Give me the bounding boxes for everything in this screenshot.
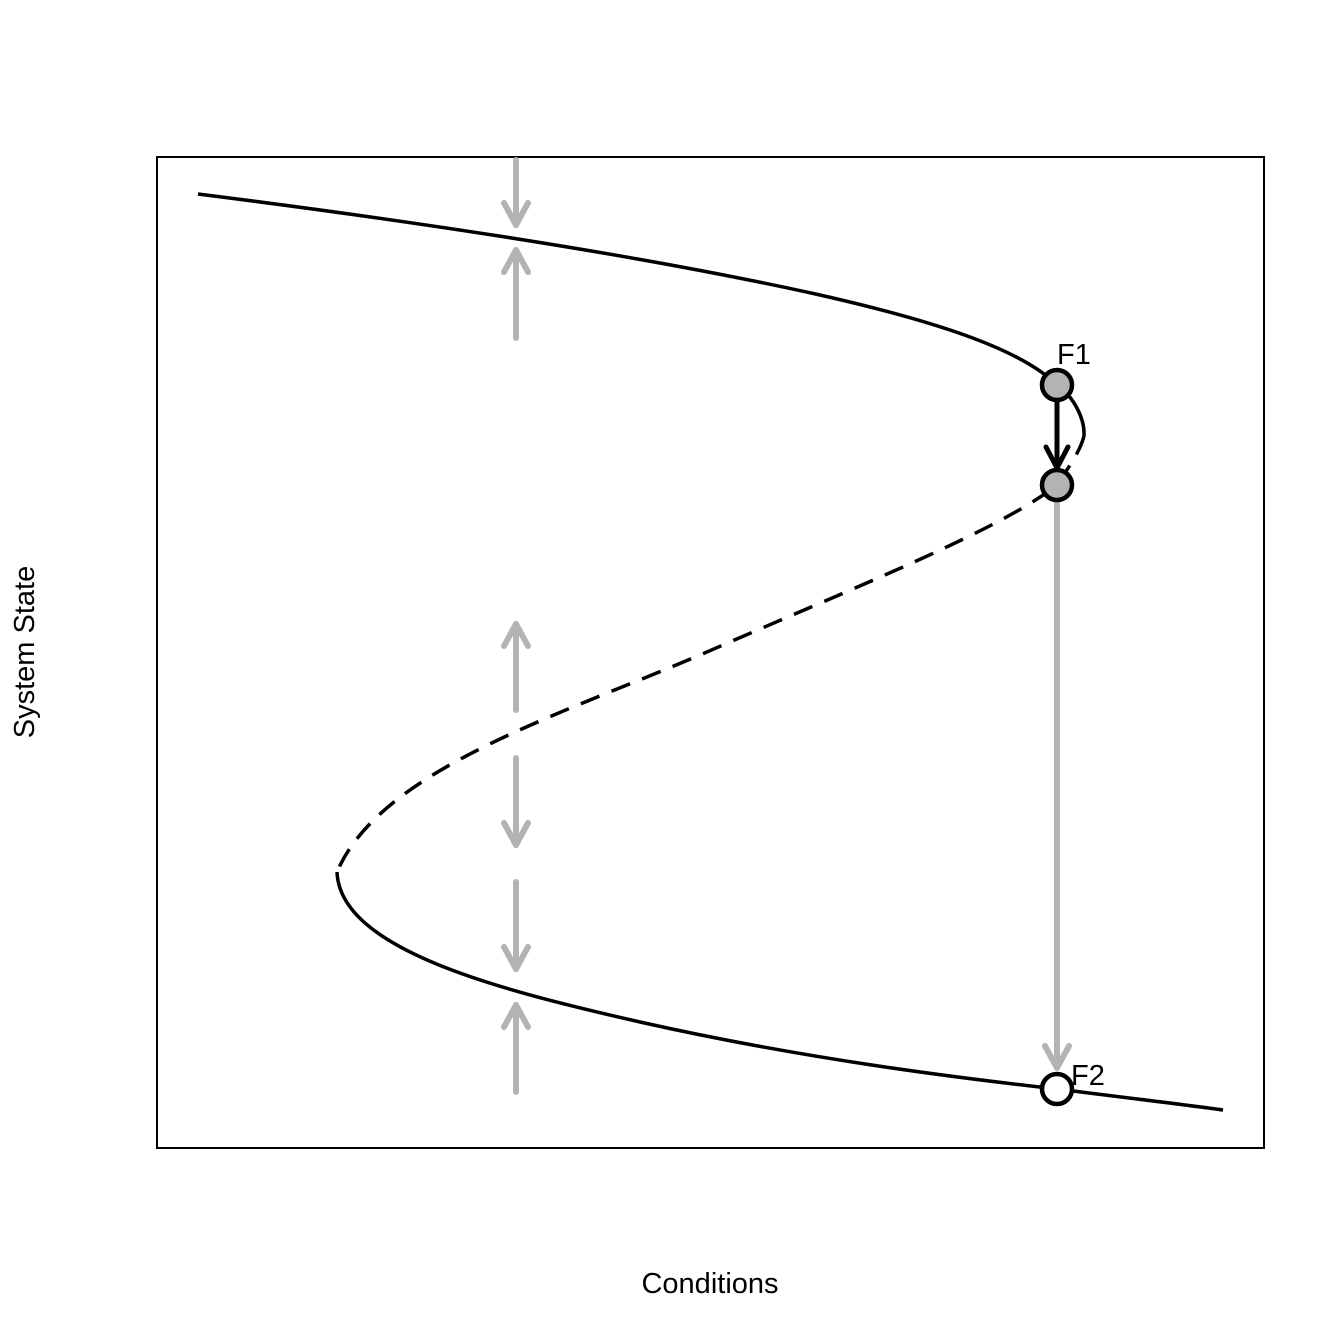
arrow-down-middle <box>501 755 531 848</box>
unstable-middle-branch <box>335 435 1086 873</box>
perturbation-arrow <box>1043 397 1071 471</box>
arrow-up-upper <box>501 247 531 341</box>
plot-frame <box>156 156 1265 1149</box>
y-axis-title: System State <box>9 566 41 738</box>
arrow-down-top <box>501 157 531 228</box>
arrow-up-middle <box>501 621 531 713</box>
label-f1: F1 <box>1057 339 1091 371</box>
arrow-up-bottom <box>501 1002 531 1095</box>
x-axis-title: Conditions <box>641 1268 778 1300</box>
point-f2 <box>1039 1071 1075 1107</box>
point-unstable-threshold <box>1039 467 1075 503</box>
collapse-arrow <box>1042 497 1072 1071</box>
label-f2: F2 <box>1071 1060 1105 1092</box>
stability-arrows <box>501 157 1072 1095</box>
arrow-down-lower <box>501 879 531 972</box>
upper-stable-branch <box>197 192 1086 437</box>
lower-stable-branch <box>335 871 1224 1112</box>
point-f1 <box>1039 367 1075 403</box>
